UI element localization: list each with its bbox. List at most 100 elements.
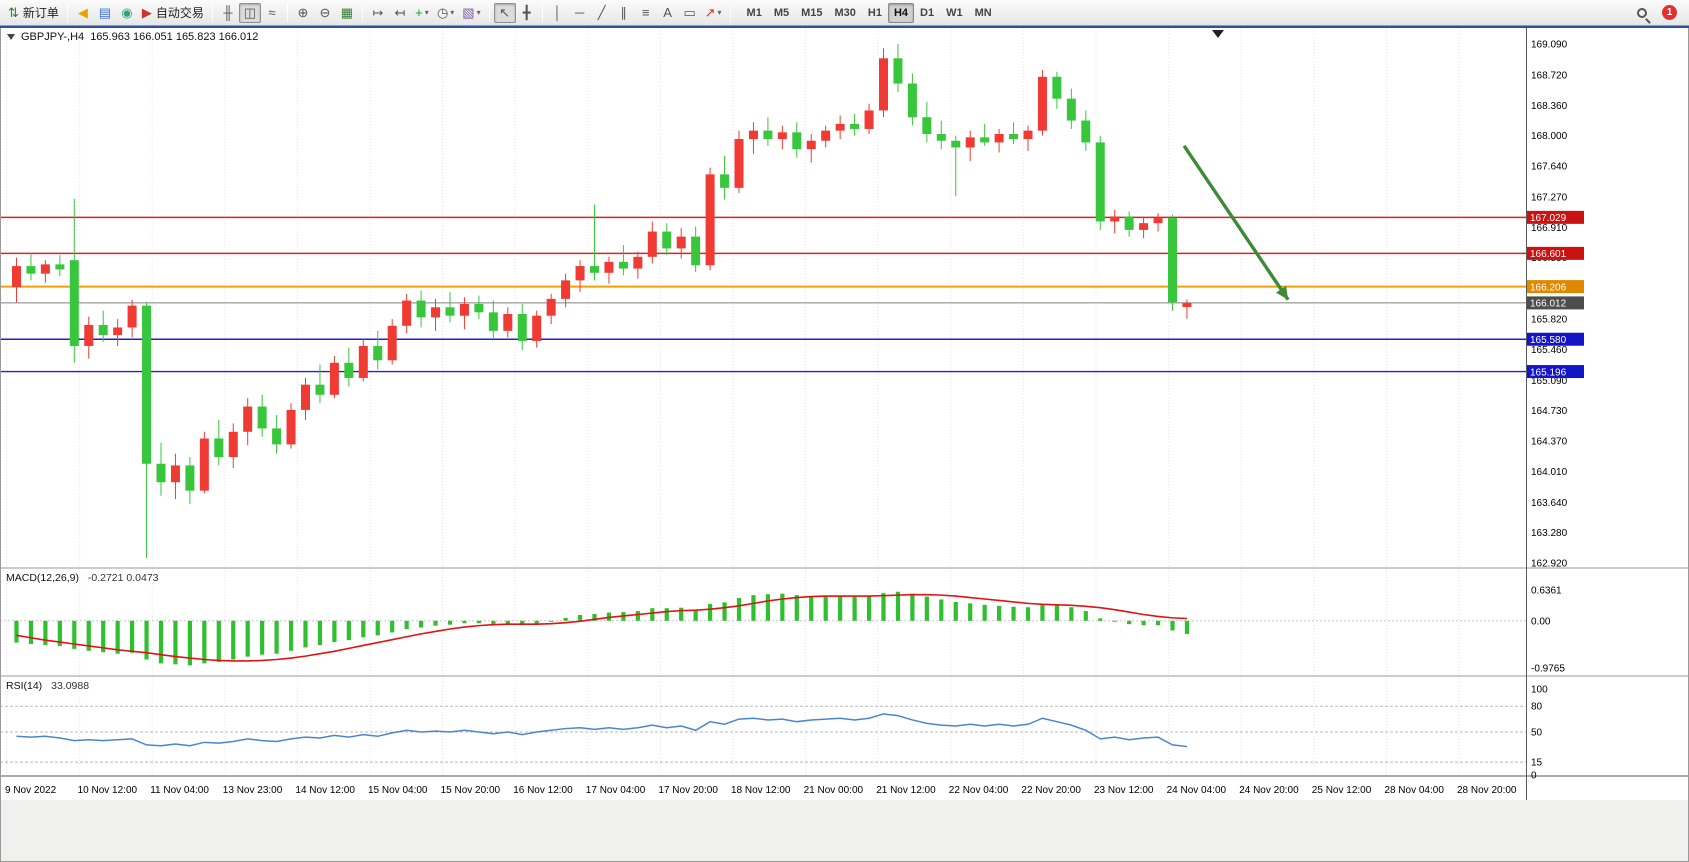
rsi-name: RSI(14) bbox=[6, 680, 43, 692]
svg-text:164.370: 164.370 bbox=[1531, 437, 1568, 448]
svg-text:80: 80 bbox=[1531, 702, 1543, 713]
svg-text:21 Nov 12:00: 21 Nov 12:00 bbox=[876, 785, 936, 796]
toolbar-separator bbox=[211, 3, 213, 22]
crosshair-button[interactable]: ╋ bbox=[516, 3, 538, 23]
timeframe-h1[interactable]: H1 bbox=[867, 6, 882, 19]
horizontal-line-icon: ─ bbox=[575, 5, 585, 20]
timeframe-d1[interactable]: D1 bbox=[920, 6, 935, 19]
horizontal-line-button[interactable]: ─ bbox=[569, 3, 591, 23]
rsi-indicator-label: RSI(14) 33.0988 bbox=[6, 680, 89, 692]
auto-trading-icon: ▶ bbox=[141, 5, 152, 20]
svg-text:165.580: 165.580 bbox=[1530, 335, 1567, 346]
price-chart-canvas[interactable]: 169.090 168.720 168.360 168.000 167.640 167.2… bbox=[0, 26, 1689, 862]
timeframe-h4[interactable]: H4 bbox=[887, 2, 915, 23]
auto-trading-label: 自动交易 bbox=[155, 6, 204, 20]
indicators-button[interactable]: + bbox=[411, 3, 433, 23]
tile-windows-icon: ▦ bbox=[340, 5, 354, 20]
svg-text:167.270: 167.270 bbox=[1531, 193, 1568, 204]
timeframe-m15[interactable]: M15 bbox=[801, 6, 823, 19]
svg-text:14 Nov 12:00: 14 Nov 12:00 bbox=[295, 785, 355, 796]
svg-text:22 Nov 04:00: 22 Nov 04:00 bbox=[949, 785, 1009, 796]
candle-chart-icon: ◫ bbox=[243, 5, 257, 20]
svg-text:-0.9765: -0.9765 bbox=[1531, 664, 1565, 675]
text-button[interactable]: A bbox=[657, 3, 679, 23]
community-button[interactable]: ◉ bbox=[116, 3, 138, 23]
svg-text:24 Nov 04:00: 24 Nov 04:00 bbox=[1167, 785, 1227, 796]
market-depth-button[interactable]: ▤ bbox=[94, 3, 116, 23]
auto-scroll-button[interactable]: ↦ bbox=[367, 3, 389, 23]
svg-text:165.090: 165.090 bbox=[1531, 376, 1568, 387]
vertical-line-icon: │ bbox=[553, 5, 562, 20]
zoom-in-button[interactable]: ⊕ bbox=[292, 3, 314, 23]
templates-button[interactable]: ▧ bbox=[458, 3, 484, 23]
fibonacci-button[interactable]: ≡ bbox=[635, 3, 657, 23]
timeframe-m5[interactable]: M5 bbox=[773, 6, 790, 19]
auto-trading-button[interactable]: ▶ 自动交易 bbox=[138, 3, 208, 23]
chart-shift-button[interactable]: ↤ bbox=[389, 3, 411, 23]
svg-text:25 Nov 12:00: 25 Nov 12:00 bbox=[1312, 785, 1372, 796]
channel-button[interactable]: ∥ bbox=[613, 3, 635, 23]
svg-text:18 Nov 12:00: 18 Nov 12:00 bbox=[731, 785, 791, 796]
zoom-out-button[interactable]: ⊖ bbox=[314, 3, 336, 23]
line-chart-button[interactable]: ≈ bbox=[261, 3, 283, 23]
new-order-button[interactable]: ⇅ 新订单 bbox=[4, 3, 63, 23]
timeframe-mn[interactable]: MN bbox=[974, 6, 992, 19]
svg-text:11 Nov 04:00: 11 Nov 04:00 bbox=[150, 785, 209, 796]
svg-text:167.640: 167.640 bbox=[1531, 161, 1568, 172]
svg-text:13 Nov 23:00: 13 Nov 23:00 bbox=[223, 785, 283, 796]
svg-text:165.820: 165.820 bbox=[1531, 315, 1568, 326]
search-icon bbox=[1637, 7, 1647, 18]
svg-text:0.00: 0.00 bbox=[1531, 616, 1551, 627]
search-button[interactable] bbox=[1631, 3, 1653, 23]
svg-text:168.360: 168.360 bbox=[1531, 101, 1568, 112]
svg-text:169.090: 169.090 bbox=[1531, 40, 1568, 51]
channel-icon: ∥ bbox=[620, 5, 627, 20]
toolbar-separator bbox=[66, 3, 68, 22]
zoom-in-icon: ⊕ bbox=[297, 5, 309, 20]
svg-text:168.720: 168.720 bbox=[1531, 71, 1568, 82]
candle-chart-button[interactable]: ◫ bbox=[238, 2, 261, 23]
toolbar-buttons: ⇅新订单 ◀ ▤ ◉ ▶自动交易 ╫ ◫ ≈ ⊕ ⊖ ▦ ↦ ↤ + ◷ ▧ ↖ ╋ │ ─ ╱ ∥ ≡ A ▭ ↗ bbox=[4, 2, 726, 23]
toolbar-separator bbox=[361, 3, 363, 22]
macd-name: MACD(12,26,9) bbox=[6, 572, 79, 584]
svg-text:164.010: 164.010 bbox=[1531, 467, 1568, 478]
chart-title: GBPJPY-,H4 165.963 166.051 165.823 166.0… bbox=[7, 31, 258, 43]
periods-button[interactable]: ◷ bbox=[433, 3, 458, 23]
chart-window: 169.090 168.720 168.360 168.000 167.640 167.2… bbox=[0, 26, 1689, 862]
arrows-button[interactable]: ↗ bbox=[701, 3, 726, 23]
notification-badge[interactable]: 1 bbox=[1662, 5, 1677, 20]
timeframe-m30[interactable]: M30 bbox=[834, 6, 856, 19]
svg-text:165.460: 165.460 bbox=[1531, 345, 1568, 356]
vertical-line-button[interactable]: │ bbox=[547, 3, 569, 23]
svg-text:163.640: 163.640 bbox=[1531, 498, 1568, 509]
chart-menu-icon[interactable] bbox=[7, 34, 15, 40]
new-order-label: 新订单 bbox=[22, 6, 59, 20]
svg-text:17 Nov 20:00: 17 Nov 20:00 bbox=[658, 785, 718, 796]
tile-windows-button[interactable]: ▦ bbox=[336, 3, 358, 23]
timeframe-w1[interactable]: W1 bbox=[946, 6, 963, 19]
toolbar-separator bbox=[541, 3, 543, 22]
text-label-button[interactable]: ▭ bbox=[679, 3, 701, 23]
crosshair-icon: ╋ bbox=[522, 5, 531, 20]
market-depth-icon: ▤ bbox=[98, 5, 112, 20]
svg-text:15: 15 bbox=[1531, 758, 1543, 769]
trend-line-button[interactable]: ╱ bbox=[591, 3, 613, 23]
toolbar: ⇅新订单 ◀ ▤ ◉▶自动交易 ╫ ◫ ≈ ⊕ ⊖ ▦ ↦ ↤ +◷ ▧ ↖ ╋ │ ─ ╱ ∥ ≡A▭↗ M1 M5 M1… bbox=[0, 0, 1689, 26]
svg-text:16 Nov 12:00: 16 Nov 12:00 bbox=[513, 785, 573, 796]
cursor-button[interactable]: ↖ bbox=[493, 2, 516, 23]
svg-text:9 Nov 2022: 9 Nov 2022 bbox=[5, 785, 57, 796]
bar-chart-button[interactable]: ╫ bbox=[217, 3, 239, 23]
svg-text:167.029: 167.029 bbox=[1530, 213, 1567, 224]
svg-text:166.012: 166.012 bbox=[1530, 299, 1567, 310]
svg-text:0.6361: 0.6361 bbox=[1531, 586, 1562, 597]
svg-text:21 Nov 00:00: 21 Nov 00:00 bbox=[804, 785, 864, 796]
chart-shift-icon: ↤ bbox=[394, 5, 406, 20]
announcement-button[interactable]: ◀ bbox=[72, 3, 94, 23]
templates-icon: ▧ bbox=[462, 5, 475, 20]
line-chart-icon: ≈ bbox=[268, 5, 276, 20]
announcement-icon: ◀ bbox=[77, 5, 88, 20]
cursor-icon: ↖ bbox=[499, 5, 511, 20]
ohlc-readout: 165.963 166.051 165.823 166.012 bbox=[90, 31, 259, 43]
timeframe-m1[interactable]: M1 bbox=[746, 6, 762, 19]
